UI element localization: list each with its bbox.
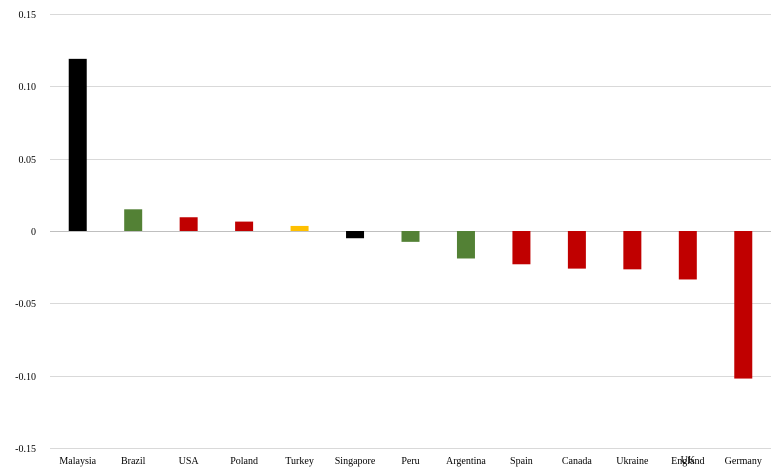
bars	[68, 58, 753, 379]
y-tick-label: 0	[31, 227, 36, 238]
category-label: Argentina	[446, 456, 486, 467]
category-label-overlap: UK	[681, 455, 696, 466]
bar	[401, 231, 420, 242]
y-axis-tick-labels: 0.15 0.10 0.05 0 -0.05 -0.10 -0.15	[15, 10, 36, 455]
bar	[290, 225, 309, 231]
bar	[678, 231, 697, 280]
category-label: USA	[179, 456, 200, 467]
bar	[346, 231, 365, 239]
y-tick-label: -0.10	[15, 372, 36, 383]
category-label: Singapore	[335, 456, 376, 467]
y-tick-label: 0.15	[19, 10, 37, 21]
bar	[235, 221, 254, 231]
y-tick-label: 0.05	[19, 155, 37, 166]
category-label: Spain	[510, 456, 533, 467]
category-label: Peru	[401, 456, 419, 467]
gridlines	[50, 14, 771, 449]
category-label: Canada	[562, 456, 593, 467]
category-label: Germany	[725, 456, 762, 467]
y-tick-label: 0.10	[19, 82, 37, 93]
y-tick-label: -0.15	[15, 444, 36, 455]
bar	[68, 58, 87, 232]
bar	[124, 209, 143, 231]
y-tick-label: -0.05	[15, 299, 36, 310]
bar	[512, 231, 531, 265]
category-label: Poland	[230, 456, 258, 467]
category-label: Malaysia	[59, 456, 96, 467]
bar	[456, 231, 475, 259]
bar	[179, 217, 198, 231]
category-label: Ukraine	[616, 456, 649, 467]
category-label: Brazil	[121, 456, 146, 467]
bar	[623, 231, 642, 270]
bar	[734, 231, 753, 379]
category-label: England	[671, 456, 704, 467]
bar	[567, 231, 586, 269]
category-label: Turkey	[285, 456, 314, 467]
category-labels: Malaysia Brazil USA Poland Turkey Singapore Pe…	[59, 455, 761, 467]
